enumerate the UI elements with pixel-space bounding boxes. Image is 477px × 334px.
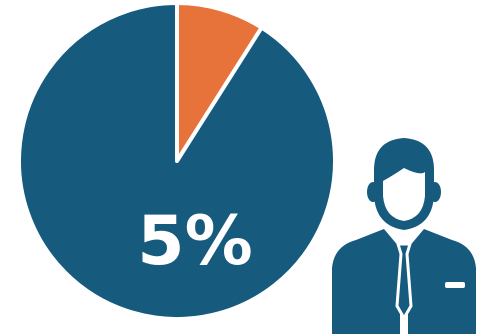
businessman-icon bbox=[332, 138, 476, 334]
pie-chart bbox=[16, 1, 337, 321]
pie-slice-2 bbox=[16, 1, 337, 321]
percentage-annotation: 5% bbox=[137, 202, 252, 281]
